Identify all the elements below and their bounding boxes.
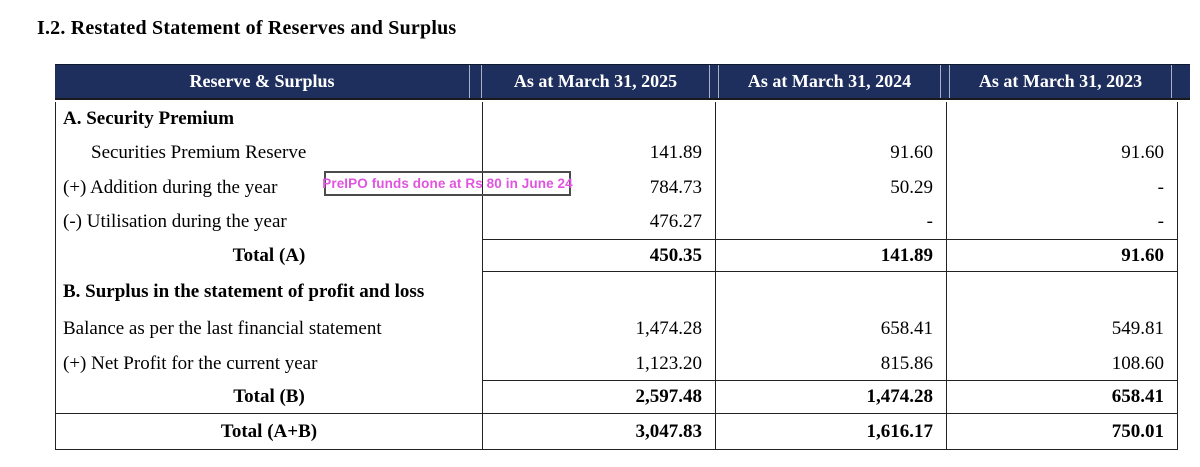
cell-value: 750.01 xyxy=(947,413,1177,449)
cell-value: 3,047.83 xyxy=(483,413,716,449)
cell-value xyxy=(947,102,1177,135)
preipo-annotation: PreIPO funds done at Rs 80 in June 24 xyxy=(322,171,573,196)
cell-value: 658.41 xyxy=(947,380,1177,413)
cell-value xyxy=(716,102,947,135)
cell-value: 141.89 xyxy=(716,239,947,272)
cell-value: 1,616.17 xyxy=(716,413,947,449)
header-march-2023: As at March 31, 2023 xyxy=(978,71,1143,91)
cell-value: 50.29 xyxy=(716,170,947,205)
row-label: (+) Net Profit for the current year xyxy=(56,347,483,380)
cell-value: 549.81 xyxy=(1111,318,1164,339)
row-label: Total (A+B) xyxy=(56,413,483,449)
cell-value: 476.27 xyxy=(483,205,716,239)
reserves-surplus-table: A. Security Premium Securities Premium Re… xyxy=(55,102,1178,450)
row-label: Total (B) xyxy=(56,380,483,413)
cell-value: 2,597.48 xyxy=(483,380,716,413)
cell-value: 91.60 xyxy=(947,239,1177,272)
cell-value xyxy=(716,272,947,311)
page-title: I.2. Restated Statement of Reserves and … xyxy=(37,17,457,39)
cell-value: 658.41 xyxy=(716,311,947,347)
header-march-2025: As at March 31, 2025 xyxy=(513,71,678,91)
cell-value: 815.86 xyxy=(716,347,947,380)
row-label: Balance as per the last financial statem… xyxy=(56,311,483,347)
cell-value: - xyxy=(1157,211,1164,232)
header-divider xyxy=(940,65,950,98)
row-label: A. Security Premium xyxy=(56,102,483,135)
header-divider xyxy=(469,65,482,98)
row-label: (+) Addition during the year xyxy=(56,170,483,205)
table-header-row: Reserve & Surplus As at March 31, 2025 A… xyxy=(55,64,1190,100)
cell-value: 108.60 xyxy=(1111,352,1164,374)
header-reserve-surplus: Reserve & Surplus xyxy=(189,71,335,91)
cell-value: 1,474.28 xyxy=(716,380,947,413)
cell-value: 450.35 xyxy=(483,239,716,272)
row-label: B. Surplus in the statement of profit an… xyxy=(56,272,483,311)
cell-value xyxy=(483,102,716,135)
cell-value: 91.60 xyxy=(716,135,947,170)
cell-value: 91.60 xyxy=(1121,141,1164,163)
header-divider xyxy=(709,65,719,98)
cell-value: 1,123.20 xyxy=(483,347,716,380)
header-march-2024: As at March 31, 2024 xyxy=(747,71,912,91)
cell-value xyxy=(947,272,1177,311)
cell-value: - xyxy=(716,205,947,239)
row-label: Total (A) xyxy=(56,239,483,272)
header-end-cap xyxy=(1171,65,1190,98)
cell-value: 784.73 xyxy=(483,170,716,205)
row-label: (-) Utilisation during the year xyxy=(56,205,483,239)
cell-value: 141.89 xyxy=(483,135,716,170)
cell-value xyxy=(483,272,716,311)
row-label: Securities Premium Reserve xyxy=(56,135,483,170)
cell-value: - xyxy=(1157,176,1164,198)
cell-value: 1,474.28 xyxy=(483,311,716,347)
